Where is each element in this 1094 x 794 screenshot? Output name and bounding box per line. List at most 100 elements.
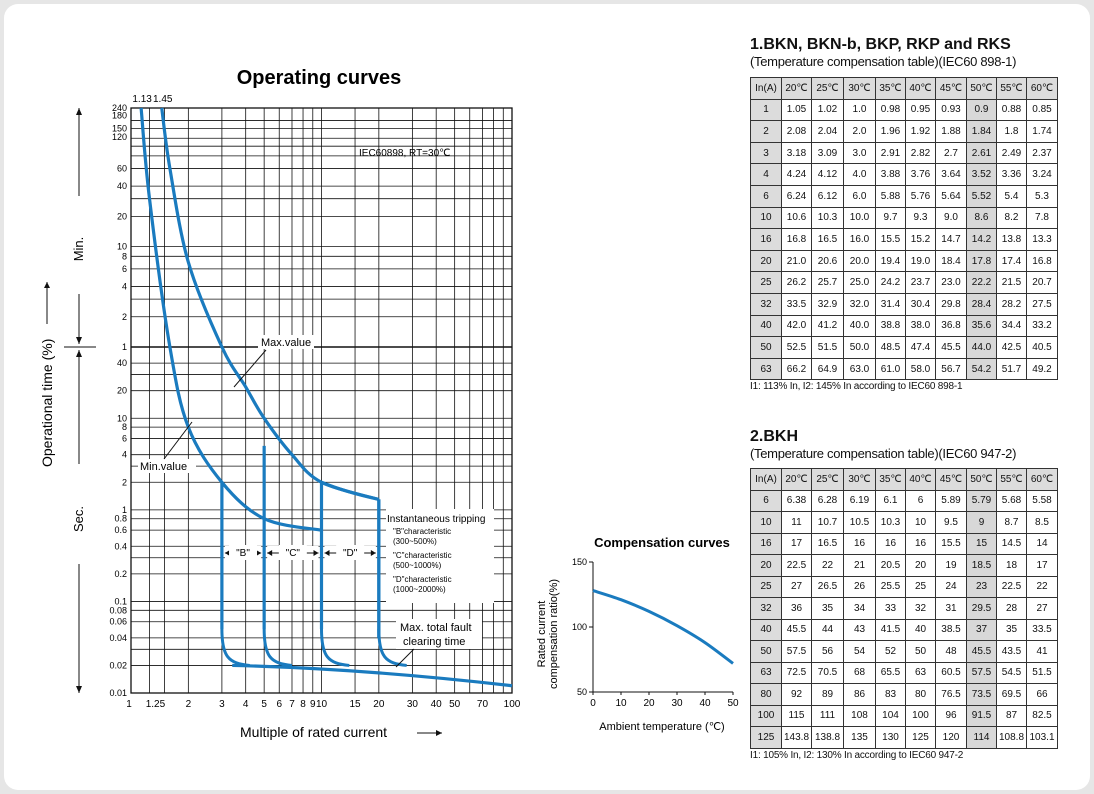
table-value-cell: 9.0 <box>935 206 967 230</box>
y-tick-label-sec: 10 <box>117 413 127 423</box>
table-row: 3 3.18 3.09 3.0 2.91 2.82 2.7 2.61 2.49 2.37 <box>750 141 1058 165</box>
table-value-cell: 36 <box>781 597 812 620</box>
table-row: 16 17 16.5 16 16 16 15.5 15 14.5 14 <box>750 532 1058 555</box>
table-value-cell: 33.2 <box>1026 314 1058 338</box>
table-value-cell: 87 <box>996 704 1027 727</box>
table-value-cell: 42.5 <box>996 336 1027 359</box>
table-value-cell: 130 <box>875 726 906 749</box>
inst-title: Instantaneous tripping <box>387 514 485 525</box>
inst-line: (500~1000%) <box>393 561 442 570</box>
operating-y-label: Operational time (%) <box>39 339 55 467</box>
band-label: "D" <box>343 548 358 559</box>
table-row: 100 115 111 108 104 100 96 91.5 87 82.5 <box>750 704 1058 727</box>
table-row: 6 6.24 6.12 6.0 5.88 5.76 5.64 5.52 5.4 5.3 <box>750 184 1058 208</box>
table-value-cell: 17.8 <box>966 249 997 273</box>
table-rating-cell: 50 <box>750 640 782 663</box>
inst-line: "C"characteristic <box>393 551 452 560</box>
table-value-cell: 28.4 <box>966 292 997 316</box>
table-value-cell: 25 <box>905 575 936 598</box>
x-tick-label: 70 <box>477 699 489 710</box>
table-value-cell: 16 <box>875 532 906 555</box>
table-value-cell: 9.7 <box>875 206 906 230</box>
table-value-cell: 8.5 <box>1026 511 1058 534</box>
table-value-cell: 5.4 <box>996 184 1027 208</box>
table-value-cell: 50.0 <box>843 336 876 359</box>
y-tick-label-min: 2 <box>122 312 127 322</box>
table-value-cell: 10.5 <box>843 511 876 534</box>
table-value-cell: 48.5 <box>875 336 906 359</box>
table-rating-cell: 1 <box>750 98 782 122</box>
table-value-cell: 5.3 <box>1026 184 1058 208</box>
max-label-bg <box>258 335 314 349</box>
table-value-cell: 10.6 <box>781 206 812 230</box>
table-value-cell: 50 <box>905 640 936 663</box>
table-value-cell: 60.5 <box>935 661 967 684</box>
table2-title-block: 2.BKH (Temperature compensation table)(I… <box>750 428 1016 461</box>
table-header-cell: 35℃ <box>875 468 906 491</box>
table-value-cell: 22.5 <box>996 575 1027 598</box>
x-tick-label: 5 <box>261 699 267 710</box>
table-value-cell: 9.3 <box>905 206 936 230</box>
comp-x-tick-label: 10 <box>615 698 627 709</box>
table-value-cell: 2.04 <box>811 120 844 143</box>
table-value-cell: 2.08 <box>781 120 812 143</box>
operating-curves-chart: Operating curves IEC60898, RT=30℃ 1 1.25 2… <box>39 67 521 740</box>
table-value-cell: 3.64 <box>935 163 967 186</box>
table-value-cell: 3.76 <box>905 163 936 186</box>
table-value-cell: 27.5 <box>1026 292 1058 316</box>
operating-curve-lines <box>139 107 513 688</box>
table-row: 25 27 26.5 26 25.5 25 24 23 22.5 22 <box>750 575 1058 598</box>
operating-x-label: Multiple of rated current <box>240 724 387 740</box>
y-label-sec: Sec. <box>71 506 86 532</box>
table-value-cell: 56 <box>811 640 844 663</box>
compensation-curve <box>592 589 734 665</box>
table-row: 16 16.8 16.5 16.0 15.5 15.2 14.7 14.2 13.8 13.3 <box>750 228 1058 251</box>
table-value-cell: 17 <box>781 532 812 555</box>
table-rating-cell: 80 <box>750 683 782 706</box>
x-tick-label: 15 <box>349 699 361 710</box>
table-row: 2 2.08 2.04 2.0 1.96 1.92 1.88 1.84 1.8 1.74 <box>750 120 1058 143</box>
comp-y-tick-label: 100 <box>572 622 587 632</box>
table-value-cell: 2.61 <box>966 141 997 165</box>
comp-y-tick-label: 150 <box>572 557 587 567</box>
table-value-cell: 16 <box>905 532 936 555</box>
table-value-cell: 35 <box>811 597 844 620</box>
table-rating-cell: 63 <box>750 661 782 684</box>
comp-x-tick-label: 0 <box>590 698 596 709</box>
inst-box-bg <box>386 509 494 603</box>
table-header-cell: 20℃ <box>781 77 812 100</box>
operating-title: Operating curves <box>237 67 402 89</box>
table-value-cell: 83 <box>875 683 906 706</box>
table-rating-cell: 20 <box>750 249 782 273</box>
band-label-box <box>336 545 365 560</box>
table-value-cell: 45.5 <box>966 640 997 663</box>
table-value-cell: 54 <box>843 640 876 663</box>
y-tick-label-sec: 20 <box>117 386 127 396</box>
y-tick-label-sec: 6 <box>122 434 127 444</box>
inst-line: "D"characteristic <box>393 575 452 584</box>
table-value-cell: 15.5 <box>875 228 906 251</box>
table-value-cell: 8.2 <box>996 206 1027 230</box>
table-value-cell: 13.3 <box>1026 228 1058 251</box>
y-tick-label-min: 180 <box>112 111 127 121</box>
table-value-cell: 91.5 <box>966 704 997 727</box>
table-value-cell: 34 <box>843 597 876 620</box>
band-arrowhead <box>324 550 330 556</box>
table-row: 20 21.0 20.6 20.0 19.4 19.0 18.4 17.8 17.4 16.8 <box>750 249 1058 273</box>
table-value-cell: 9.5 <box>935 511 967 534</box>
table-value-cell: 0.95 <box>905 98 936 122</box>
inst-line: (300~500%) <box>393 537 437 546</box>
table-value-cell: 108.8 <box>996 726 1027 749</box>
table-header-row: In(A) 20℃ 25℃ 30℃ 35℃ 40℃ 45℃ 50℃ 55℃ 60℃ <box>750 77 1058 100</box>
table-value-cell: 23 <box>966 575 997 598</box>
table-value-cell: 2.37 <box>1026 141 1058 165</box>
table-value-cell: 10.3 <box>811 206 844 230</box>
operating-annotations: "B" "C" "D" Max.value Min.value Instantaneous… <box>138 335 494 668</box>
table2: In(A) 20℃ 25℃ 30℃ 35℃ 40℃ 45℃ 50℃ 55℃ 60℃ 6 6.38 6.2… <box>750 468 1058 749</box>
table-value-cell: 3.18 <box>781 141 812 165</box>
table-value-cell: 32.0 <box>843 292 876 316</box>
table-rating-cell: 2 <box>750 120 782 143</box>
table-value-cell: 33.5 <box>781 292 812 316</box>
table-value-cell: 34.4 <box>996 314 1027 338</box>
